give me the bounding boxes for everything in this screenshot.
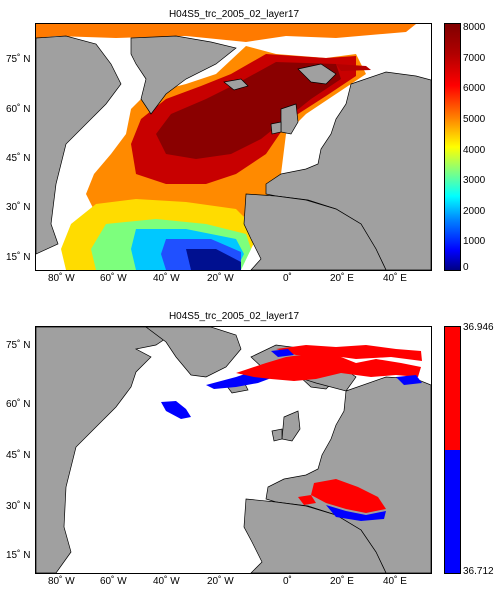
top-colorbar bbox=[444, 23, 461, 271]
bottom-lat-label-30: 30˚ N bbox=[6, 501, 31, 512]
bottom-map-canvas bbox=[36, 327, 431, 573]
bottom-colorbar bbox=[444, 326, 461, 574]
top-map-canvas bbox=[36, 24, 431, 270]
bottom-cbar-min-label: 36.712 bbox=[463, 566, 494, 577]
bottom-lon-label-40e: 40˚ E bbox=[383, 576, 407, 587]
bottom-colorbar-low bbox=[445, 450, 460, 573]
top-lon-label-80w: 80˚ W bbox=[48, 273, 75, 284]
top-cbar-tick-1000: 1000 bbox=[463, 236, 486, 247]
bottom-lat-label-60: 60˚ N bbox=[6, 399, 31, 410]
bottom-cbar-max-label: 36.946 bbox=[463, 322, 494, 333]
bottom-map-title: H04S5_trc_2005_02_layer17 bbox=[168, 311, 300, 322]
bottom-lon-label-20e: 20˚ E bbox=[330, 576, 354, 587]
top-lat-label-45: 45˚ N bbox=[6, 153, 31, 164]
bottom-lon-label-40w: 40˚ W bbox=[153, 576, 180, 587]
bottom-data-field bbox=[161, 345, 422, 521]
bottom-lon-label-20w: 20˚ W bbox=[207, 576, 234, 587]
top-map-frame bbox=[35, 23, 432, 271]
bottom-lat-label-45: 45˚ N bbox=[6, 450, 31, 461]
bottom-map-frame bbox=[35, 326, 432, 574]
bottom-map-panel: H04S5_trc_2005_02_layer17 bbox=[0, 300, 500, 600]
top-lat-label-30: 30˚ N bbox=[6, 202, 31, 213]
top-cbar-tick-7000: 7000 bbox=[463, 53, 486, 64]
top-lon-label-0: 0˚ bbox=[283, 273, 292, 284]
top-cbar-tick-0: 0 bbox=[463, 262, 469, 273]
top-lon-label-60w: 60˚ W bbox=[100, 273, 127, 284]
top-cbar-tick-6000: 6000 bbox=[463, 83, 486, 94]
top-land bbox=[36, 35, 431, 270]
top-cbar-tick-4000: 4000 bbox=[463, 145, 486, 156]
top-lon-label-20e: 20˚ E bbox=[330, 273, 354, 284]
top-map-panel: H04S5_trc_2005_02_layer17 bbox=[0, 0, 500, 290]
top-cbar-tick-5000: 5000 bbox=[463, 114, 486, 125]
bottom-lat-label-75: 75˚ N bbox=[6, 340, 31, 351]
top-lat-label-60: 60˚ N bbox=[6, 104, 31, 115]
bottom-lon-label-60w: 60˚ W bbox=[100, 576, 127, 587]
top-lon-label-40e: 40˚ E bbox=[383, 273, 407, 284]
bottom-lon-label-0: 0˚ bbox=[283, 576, 292, 587]
bottom-lat-label-15: 15˚ N bbox=[6, 550, 31, 561]
top-lon-label-20w: 20˚ W bbox=[207, 273, 234, 284]
top-cbar-tick-8000: 8000 bbox=[463, 22, 486, 33]
top-lon-label-40w: 40˚ W bbox=[153, 273, 180, 284]
top-lat-label-75: 75˚ N bbox=[6, 54, 31, 65]
bottom-colorbar-high bbox=[445, 327, 460, 450]
top-lat-label-15: 15˚ N bbox=[6, 252, 31, 263]
bottom-lon-label-80w: 80˚ W bbox=[48, 576, 75, 587]
top-cbar-tick-3000: 3000 bbox=[463, 175, 486, 186]
top-map-title: H04S5_trc_2005_02_layer17 bbox=[168, 9, 300, 20]
top-cbar-tick-2000: 2000 bbox=[463, 206, 486, 217]
